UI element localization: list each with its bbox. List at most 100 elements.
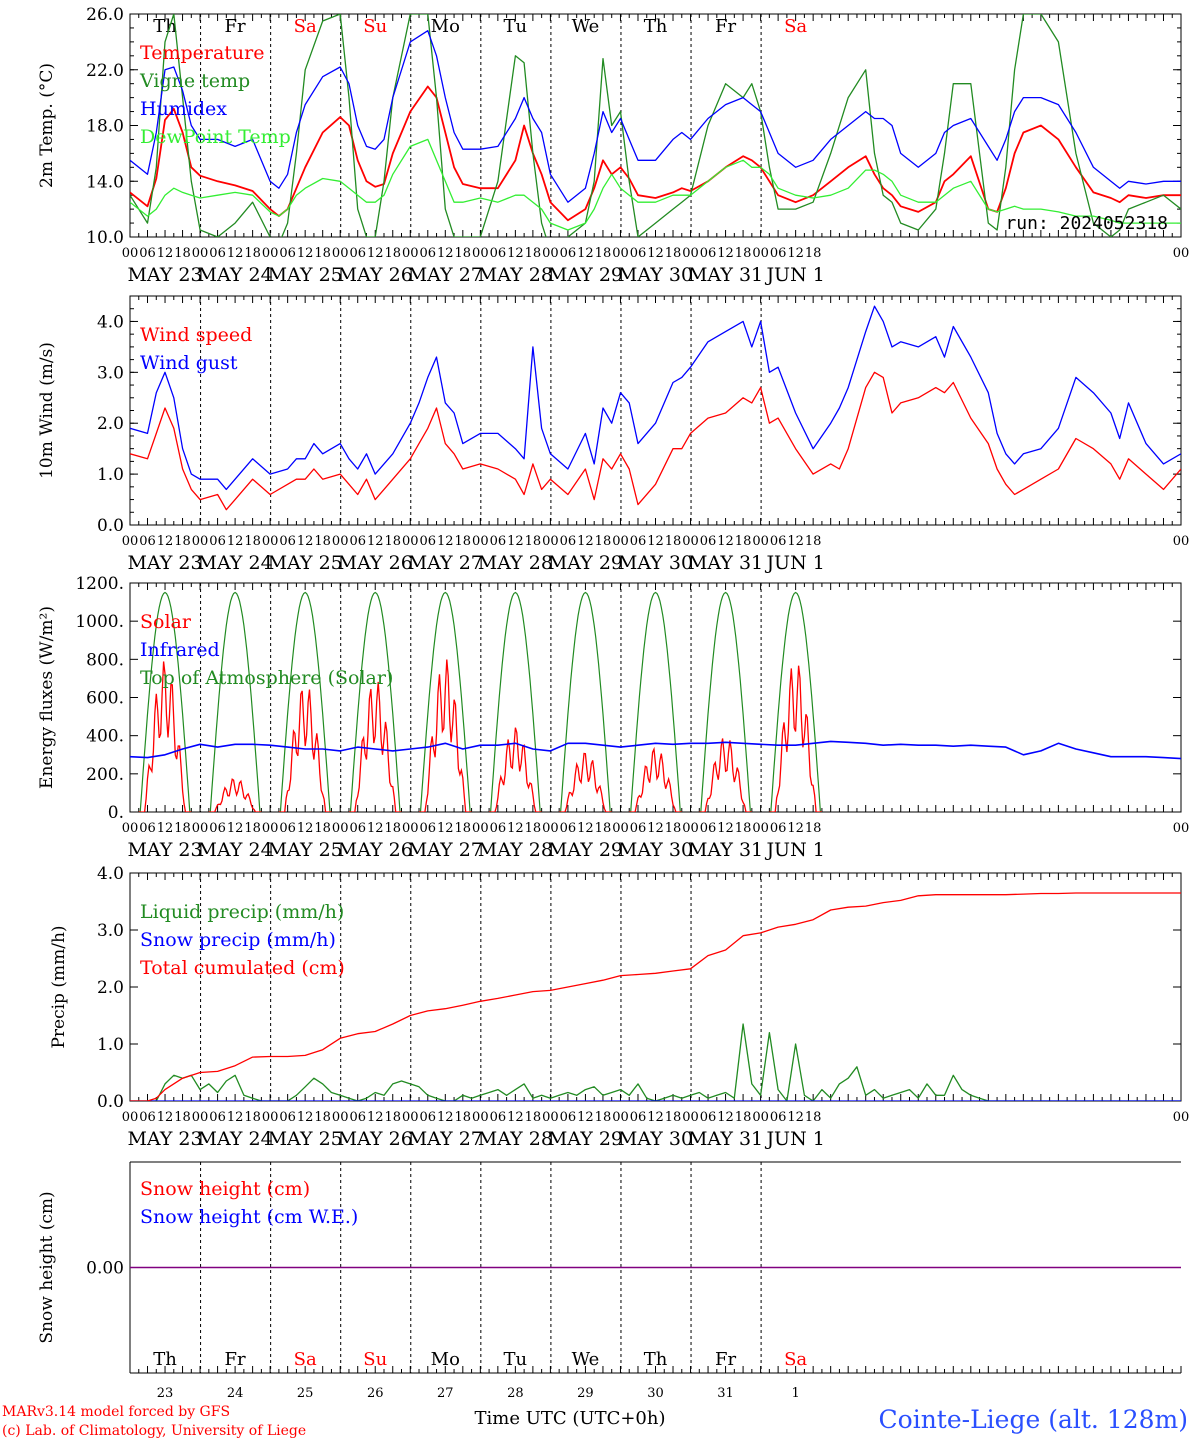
x-hour-label: 06 bbox=[700, 1110, 717, 1125]
x-hour-label: 06 bbox=[630, 534, 647, 549]
x-date-label: MAY 23 bbox=[127, 839, 202, 861]
x-hour-label: 00 bbox=[122, 534, 139, 549]
x-day-number-label: 26 bbox=[367, 1386, 384, 1401]
x-date-label: JUN 1 bbox=[764, 264, 824, 286]
x-hour-label: 06 bbox=[349, 821, 366, 836]
y-tick-label: 0.00 bbox=[86, 1259, 124, 1279]
y-tick-label: 22.0 bbox=[86, 61, 124, 81]
plot-frame bbox=[129, 582, 1182, 813]
x-day-number-label: 24 bbox=[227, 1386, 244, 1401]
y-tick-label: 26.0 bbox=[86, 5, 124, 25]
y-tick-label: 1.0 bbox=[97, 465, 124, 485]
x-day-number-label: 25 bbox=[297, 1386, 314, 1401]
weekday-label: Th bbox=[153, 1349, 177, 1370]
series-group bbox=[130, 591, 1181, 812]
x-hour-label: 00 bbox=[262, 246, 279, 261]
x-hour-label: 18 bbox=[314, 821, 331, 836]
x-hour-label: 00 bbox=[612, 821, 629, 836]
y-tick-label: 4.0 bbox=[97, 312, 124, 332]
x-hour-label: 12 bbox=[227, 1110, 244, 1125]
x-date-label: MAY 25 bbox=[268, 839, 343, 861]
x-hour-label: 12 bbox=[367, 821, 384, 836]
x-hour-label: 00 bbox=[682, 821, 699, 836]
x-hour-label: 06 bbox=[490, 1110, 507, 1125]
series-line-1 bbox=[130, 1023, 1181, 1101]
x-date-label: MAY 28 bbox=[478, 264, 553, 286]
x-hour-label: 12 bbox=[717, 821, 734, 836]
x-hour-label: 18 bbox=[244, 534, 261, 549]
x-hour-label: 18 bbox=[314, 246, 331, 261]
series-line-4 bbox=[130, 138, 1181, 231]
x-hour-label: 06 bbox=[560, 821, 577, 836]
y-axis-label: Energy fluxes (W/m²) bbox=[37, 606, 57, 789]
x-hour-label: 18 bbox=[174, 821, 191, 836]
y-tick-label: 1200. bbox=[75, 574, 124, 594]
x-hour-label: 06 bbox=[560, 534, 577, 549]
x-date-label: MAY 25 bbox=[268, 264, 343, 286]
x-hour-label: 00 bbox=[752, 1110, 769, 1125]
x-hour-label: 18 bbox=[665, 534, 682, 549]
x-hour-label: 18 bbox=[665, 246, 682, 261]
x-hour-label: 12 bbox=[577, 534, 594, 549]
x-hour-label: 00 bbox=[472, 534, 489, 549]
x-hour-label: 12 bbox=[507, 534, 524, 549]
x-hour-label: 18 bbox=[384, 534, 401, 549]
y-tick-label: 1.0 bbox=[97, 1035, 124, 1055]
x-hour-label: 18 bbox=[455, 1110, 472, 1125]
x-hour-label: 18 bbox=[735, 534, 752, 549]
x-hour-label: 00 bbox=[332, 246, 349, 261]
x-hour-label: 12 bbox=[227, 246, 244, 261]
x-hour-label: 06 bbox=[700, 246, 717, 261]
y-tick-label: 10.0 bbox=[86, 228, 124, 248]
x-hour-label: 12 bbox=[437, 821, 454, 836]
series-line-3 bbox=[130, 30, 1181, 203]
x-hour-label: 06 bbox=[139, 534, 156, 549]
y-tick-label: 3.0 bbox=[97, 921, 124, 941]
x-hour-label: 00 bbox=[332, 1110, 349, 1125]
x-date-label: MAY 31 bbox=[688, 1128, 763, 1150]
x-hour-label: 00 bbox=[472, 821, 489, 836]
series-line-3 bbox=[130, 892, 1181, 1101]
x-hour-label: 18 bbox=[244, 246, 261, 261]
x-hour-label: 12 bbox=[787, 246, 804, 261]
x-hour-label: 12 bbox=[787, 534, 804, 549]
weekday-label: Sa bbox=[784, 16, 807, 37]
x-date-label: MAY 28 bbox=[478, 1128, 553, 1150]
x-hour-label: 18 bbox=[455, 534, 472, 549]
footer-model-credit: MARv3.14 model forced by GFS bbox=[2, 1404, 230, 1420]
weekday-label: Tu bbox=[504, 1349, 528, 1370]
series-group bbox=[130, 892, 1181, 1101]
x-hour-label: 00 bbox=[472, 246, 489, 261]
x-date-label: MAY 23 bbox=[127, 264, 202, 286]
x-hour-label: 18 bbox=[525, 821, 542, 836]
x-date-label: MAY 28 bbox=[478, 839, 553, 861]
x-day-number-label: 30 bbox=[647, 1386, 664, 1401]
x-hour-label: 00 bbox=[542, 534, 559, 549]
x-date-label: MAY 23 bbox=[127, 552, 202, 574]
x-hour-label: 06 bbox=[349, 534, 366, 549]
x-hour-label: 12 bbox=[577, 821, 594, 836]
series-line-2 bbox=[130, 14, 1181, 237]
x-hour-label: 18 bbox=[595, 1110, 612, 1125]
x-date-label: MAY 27 bbox=[408, 1128, 483, 1150]
x-hour-label: 00 bbox=[1173, 821, 1190, 836]
x-date-label: MAY 29 bbox=[548, 264, 623, 286]
weekday-label: Fr bbox=[715, 16, 736, 37]
x-hour-label: 12 bbox=[647, 1110, 664, 1125]
x-hour-label: 18 bbox=[665, 1110, 682, 1125]
x-hour-label: 00 bbox=[542, 1110, 559, 1125]
x-hour-label: 06 bbox=[490, 246, 507, 261]
x-hour-label: 06 bbox=[420, 246, 437, 261]
footer-lab-credit: (c) Lab. of Climatology, University of L… bbox=[2, 1423, 306, 1439]
x-hour-label: 12 bbox=[717, 1110, 734, 1125]
x-hour-label: 18 bbox=[314, 1110, 331, 1125]
x-date-label: MAY 25 bbox=[268, 552, 343, 574]
x-hour-label: 18 bbox=[314, 534, 331, 549]
x-hour-label: 12 bbox=[717, 246, 734, 261]
weekday-label: Su bbox=[363, 1349, 387, 1370]
x-date-label: MAY 30 bbox=[618, 839, 693, 861]
x-hour-label: 12 bbox=[367, 1110, 384, 1125]
x-hour-label: 18 bbox=[665, 821, 682, 836]
x-date-label: JUN 1 bbox=[764, 1128, 824, 1150]
